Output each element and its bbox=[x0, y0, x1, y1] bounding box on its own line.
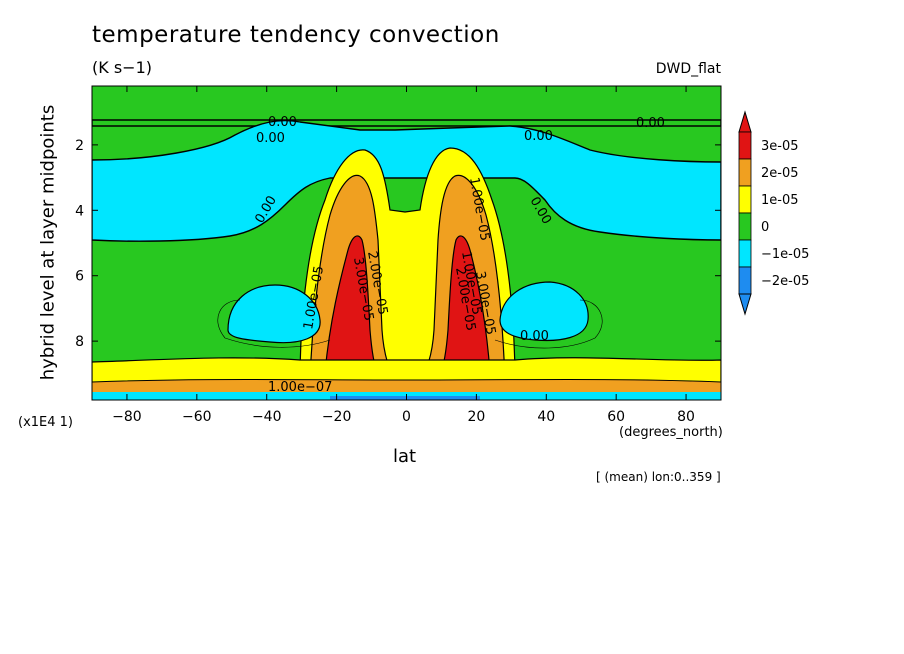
y-tick-label: 8 bbox=[75, 334, 84, 350]
x-tick-label: 80 bbox=[677, 409, 695, 425]
footnote: [ (mean) lon:0..359 ] bbox=[596, 470, 721, 484]
contour-label-3: 0.00 bbox=[636, 116, 665, 131]
dataset-label: DWD_flat bbox=[655, 61, 721, 77]
chart-title: temperature tendency convection bbox=[92, 22, 500, 48]
colorbar-swatch bbox=[738, 131, 752, 160]
x-tick-label: −40 bbox=[252, 409, 282, 425]
contour-label-15: 1.00e−07 bbox=[268, 380, 332, 395]
colorbar-level-label: 3e-05 bbox=[761, 139, 799, 154]
x-tick-label: 40 bbox=[537, 409, 555, 425]
x-tick-label: 0 bbox=[402, 409, 411, 425]
contour-field bbox=[92, 86, 721, 400]
contour-label-7: 0.00 bbox=[520, 329, 549, 344]
x-tick-label: 60 bbox=[607, 409, 625, 425]
colorbar: 3e-05 2e-05 1e-05 0 −1e-05 −2e-05 bbox=[738, 110, 809, 316]
colorbar-swatch bbox=[738, 158, 752, 187]
x-tick-label: −80 bbox=[112, 409, 142, 425]
thin-contour-left bbox=[217, 299, 331, 348]
red-left-column bbox=[324, 235, 379, 375]
colorbar-extend-top bbox=[738, 110, 752, 133]
red-right-column bbox=[439, 235, 491, 375]
colorbar-swatch bbox=[738, 266, 752, 295]
cyan-upper-region bbox=[92, 119, 721, 242]
cyan-lower-left-cell bbox=[227, 284, 321, 344]
y-axis-label: hybrid level at layer midpoints bbox=[37, 104, 59, 381]
x-tick-label: −20 bbox=[322, 409, 352, 425]
x-axis-label: lat bbox=[393, 446, 417, 467]
y-tick-label: 4 bbox=[75, 203, 84, 219]
colorbar-swatch bbox=[738, 212, 752, 241]
contour-top-band bbox=[92, 119, 721, 127]
colorbar-swatch bbox=[738, 185, 752, 214]
thin-contour-right bbox=[494, 299, 603, 349]
orange-bottom-layer bbox=[92, 379, 721, 395]
y-scale-note: (x1E4 1) bbox=[18, 415, 73, 430]
x-axis-ticks: −80 −60 −40 −20 0 20 40 60 80 bbox=[112, 86, 695, 425]
blue-bottom-patch bbox=[330, 396, 480, 400]
x-tick-label: −60 bbox=[182, 409, 212, 425]
units-label: (K s−1) bbox=[92, 58, 152, 77]
colorbar-level-label: −2e-05 bbox=[761, 274, 809, 289]
colorbar-level-label: 0 bbox=[761, 220, 769, 235]
x-units-label: (degrees_north) bbox=[619, 425, 723, 440]
contour-label-4: 0.00 bbox=[524, 129, 553, 144]
colorbar-swatch bbox=[738, 239, 752, 268]
colorbar-extend-bottom bbox=[738, 293, 752, 316]
cyan-lower-right-cell bbox=[499, 281, 589, 342]
contour-label-1: 0.00 bbox=[268, 115, 297, 130]
y-axis-ticks: 2 4 6 8 bbox=[75, 138, 721, 350]
x-tick-label: 20 bbox=[467, 409, 485, 425]
colorbar-level-label: 1e-05 bbox=[761, 193, 799, 208]
y-tick-label: 6 bbox=[75, 269, 84, 285]
colorbar-level-label: 2e-05 bbox=[761, 166, 799, 181]
y-tick-label: 2 bbox=[75, 138, 84, 154]
contour-label-2: 0.00 bbox=[256, 131, 285, 146]
colorbar-level-label: −1e-05 bbox=[761, 247, 809, 262]
